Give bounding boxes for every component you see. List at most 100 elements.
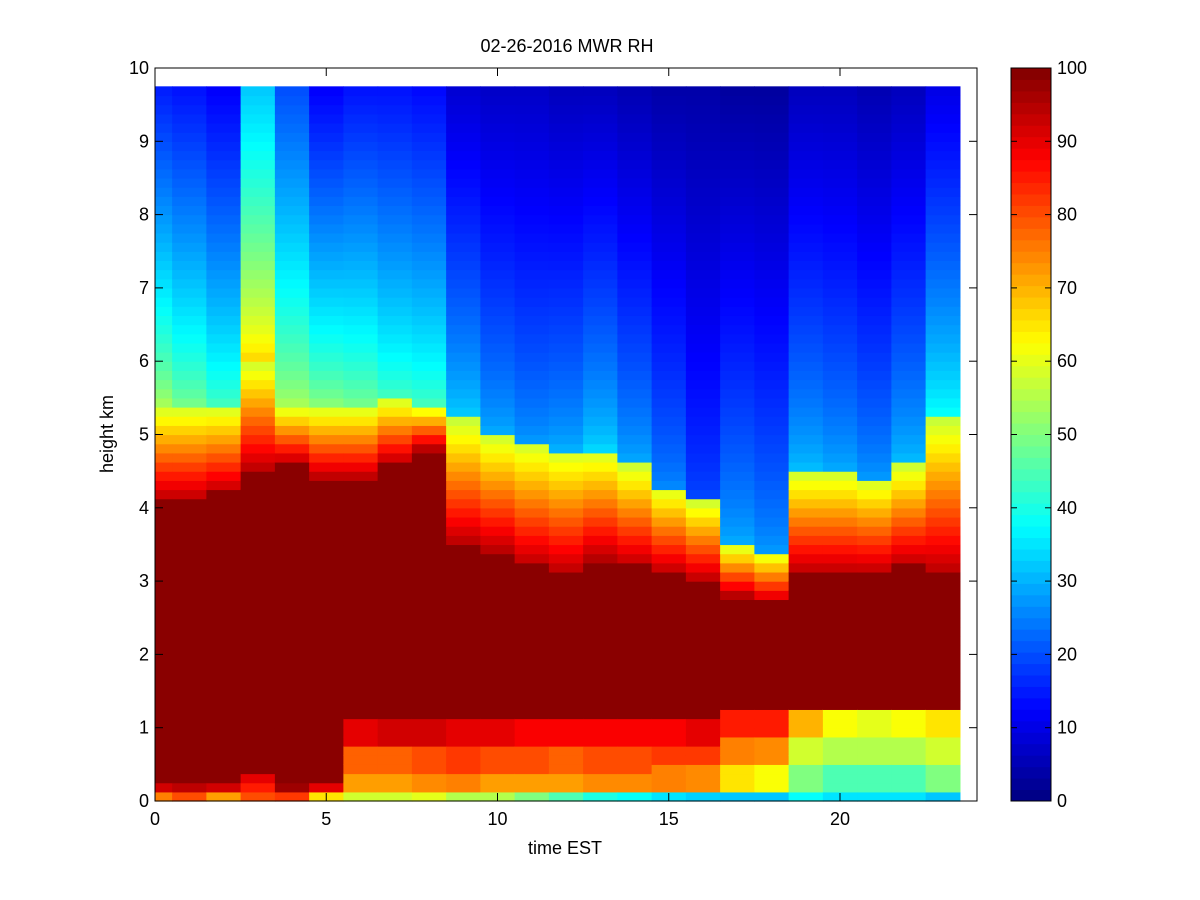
colorbar-swatch [1011, 434, 1051, 447]
heatmap-cell [685, 168, 721, 179]
heatmap-cell [446, 755, 481, 765]
heatmap-cell [480, 315, 516, 326]
heatmap-cell [720, 626, 755, 637]
heatmap-cell [857, 599, 892, 610]
heatmap-cell [548, 260, 584, 271]
heatmap-cell [514, 278, 550, 289]
heatmap-cell [720, 764, 755, 775]
heatmap-cell [377, 599, 413, 610]
heatmap-cell [343, 544, 379, 555]
heatmap-cell [617, 95, 653, 106]
heatmap-cell [155, 324, 173, 335]
heatmap-cell [720, 306, 755, 316]
heatmap-cell [274, 489, 310, 500]
heatmap-cell [788, 251, 824, 262]
heatmap-cell [651, 232, 687, 243]
heatmap-cell [240, 150, 276, 161]
heatmap-cell [172, 86, 207, 97]
heatmap-cell [891, 214, 927, 225]
heatmap-cell [480, 636, 516, 646]
heatmap-cell [172, 159, 207, 170]
heatmap-cell [480, 306, 516, 316]
heatmap-cell [309, 177, 344, 188]
heatmap-cell [155, 278, 173, 289]
heatmap-cell [857, 315, 892, 326]
colorbar-tick-label: 80 [1057, 205, 1077, 225]
heatmap-cell [583, 397, 618, 408]
heatmap-cell [548, 132, 584, 142]
heatmap-cell [343, 242, 379, 252]
heatmap-cell [583, 727, 618, 738]
heatmap-cell [925, 498, 961, 509]
heatmap-cell [788, 782, 824, 793]
heatmap-cell [446, 132, 481, 142]
heatmap-cell [446, 700, 481, 710]
heatmap-cell [206, 95, 242, 106]
heatmap-cell [583, 150, 618, 161]
heatmap-cell [172, 608, 207, 619]
heatmap-cell [891, 480, 927, 491]
heatmap-cell [548, 626, 584, 637]
heatmap-cell [446, 736, 481, 747]
heatmap-cell [925, 599, 961, 610]
heatmap-cell [309, 379, 344, 390]
heatmap-cell [343, 443, 379, 454]
heatmap-cell [343, 223, 379, 234]
heatmap-cell [377, 608, 413, 619]
heatmap-cell [309, 773, 344, 784]
heatmap-cell [685, 150, 721, 161]
heatmap-cell [377, 544, 413, 555]
heatmap-cell [857, 425, 892, 436]
heatmap-cell [274, 727, 310, 738]
heatmap-cell [274, 361, 310, 371]
heatmap-cell [446, 379, 481, 390]
heatmap-cell [206, 654, 242, 665]
heatmap-cell [206, 297, 242, 307]
heatmap-cell [343, 122, 379, 133]
heatmap-cell [514, 581, 550, 591]
heatmap-cell [925, 764, 961, 775]
heatmap-cell [309, 654, 344, 665]
heatmap-cell [651, 507, 687, 518]
heatmap-cell [206, 425, 242, 436]
heatmap-cell [514, 718, 550, 729]
heatmap-cell [155, 306, 173, 316]
heatmap-cell [206, 755, 242, 765]
heatmap-cell [891, 177, 927, 188]
heatmap-cell [206, 352, 242, 362]
heatmap-cell [411, 370, 447, 381]
heatmap-cell [857, 370, 892, 381]
heatmap-cell [446, 443, 481, 454]
heatmap-cell [240, 333, 276, 344]
heatmap-cell [377, 388, 413, 399]
colorbar-swatch [1011, 526, 1051, 539]
heatmap-cell [240, 516, 276, 527]
heatmap-cell [377, 498, 413, 509]
heatmap-cell [720, 187, 755, 197]
heatmap-cell [651, 691, 687, 701]
heatmap-cell [480, 242, 516, 252]
heatmap-cell [343, 727, 379, 738]
heatmap-cell [925, 663, 961, 674]
heatmap-cell [548, 168, 584, 179]
heatmap-cell [685, 113, 721, 124]
heatmap-cell [240, 498, 276, 509]
heatmap-cell [172, 187, 207, 197]
heatmap-cell [925, 672, 961, 683]
heatmap-cell [240, 95, 276, 106]
heatmap-cell [925, 223, 961, 234]
heatmap-cell [925, 654, 961, 665]
heatmap-cell [309, 608, 344, 619]
heatmap-cell [309, 461, 344, 472]
heatmap-cell [891, 516, 927, 527]
heatmap-cell [411, 654, 447, 665]
heatmap-cell [857, 251, 892, 262]
heatmap-cell [857, 416, 892, 426]
heatmap-cell [309, 150, 344, 161]
heatmap-cell [651, 260, 687, 271]
heatmap-cell [343, 150, 379, 161]
heatmap-cell [754, 425, 790, 436]
heatmap-cell [411, 764, 447, 775]
heatmap-cell [720, 736, 755, 747]
heatmap-cell [651, 104, 687, 115]
